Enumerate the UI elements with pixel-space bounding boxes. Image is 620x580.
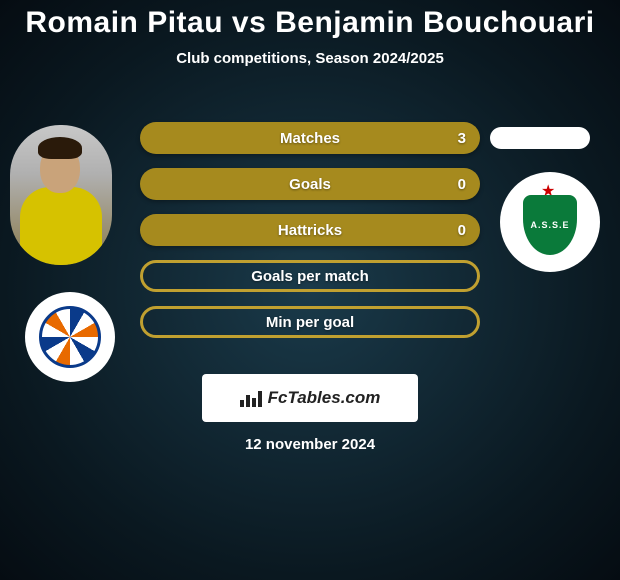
chart-icon (240, 389, 262, 407)
stat-label: Goals per match (251, 268, 369, 285)
player-photo-left (10, 125, 112, 265)
stat-value: 0 (458, 176, 466, 193)
date-text: 12 november 2024 (0, 436, 620, 453)
stat-bars: Matches 3 Goals 0 Hattricks 0 Goals per match M… (140, 122, 480, 352)
club-badge-right: ★ A.S.S.E (500, 172, 600, 272)
player-photo-right-placeholder (490, 127, 590, 149)
stat-label: Min per goal (266, 314, 354, 331)
stat-bar: Goals per match (140, 260, 480, 292)
stat-label: Hattricks (278, 222, 342, 239)
club-right-text: A.S.S.E (530, 220, 569, 230)
subtitle: Club competitions, Season 2024/2025 (0, 50, 620, 67)
stat-value: 0 (458, 222, 466, 239)
stat-bar: Min per goal (140, 306, 480, 338)
brand-logo: FcTables.com (202, 374, 418, 422)
stat-label: Goals (289, 176, 331, 193)
page-title: Romain Pitau vs Benjamin Bouchouari (0, 0, 620, 40)
club-badge-left (25, 292, 115, 382)
stat-label: Matches (280, 130, 340, 147)
brand-text: FcTables.com (268, 388, 381, 408)
stat-value: 3 (458, 130, 466, 147)
stat-bar: Hattricks 0 (140, 214, 480, 246)
stat-bar: Matches 3 (140, 122, 480, 154)
stat-bar: Goals 0 (140, 168, 480, 200)
